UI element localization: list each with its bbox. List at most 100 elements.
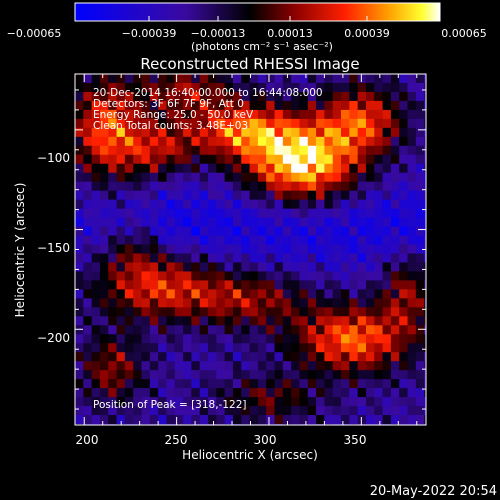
heatmap-cell: [365, 253, 375, 264]
heatmap-cell: [399, 217, 409, 228]
heatmap-cell: [158, 154, 168, 165]
heatmap-cell: [415, 82, 425, 93]
heatmap-cell: [307, 100, 317, 111]
heatmap-cell: [407, 352, 417, 362]
heatmap-cell: [266, 154, 276, 165]
heatmap-cell: [174, 334, 184, 344]
heatmap-cell: [116, 280, 126, 290]
heatmap-cell: [75, 289, 84, 299]
heatmap-cell: [274, 109, 284, 120]
heatmap-cell: [108, 316, 118, 326]
heatmap-cell: [149, 244, 159, 255]
heatmap-cell: [257, 307, 267, 317]
heatmap-cell: [274, 154, 284, 165]
heatmap-cell: [390, 199, 400, 210]
heatmap-cell: [390, 235, 400, 246]
heatmap-cell: [382, 217, 392, 228]
heatmap-cell: [133, 118, 143, 129]
heatmap-cell: [257, 226, 267, 237]
heatmap-cell: [99, 244, 109, 255]
heatmap-cell: [257, 181, 267, 192]
heatmap-cell: [216, 100, 226, 111]
heatmap-cell: [332, 226, 342, 237]
heatmap-cell: [83, 199, 93, 210]
heatmap-cell: [75, 145, 84, 156]
heatmap-cell: [124, 370, 134, 380]
heatmap-cell: [374, 262, 384, 273]
heatmap-cell: [224, 154, 234, 165]
heatmap-cell: [307, 154, 317, 165]
heatmap-cell: [357, 154, 367, 165]
heatmap-cell: [332, 190, 342, 201]
heatmap-cell: [116, 217, 126, 228]
heatmap-cell: [332, 199, 342, 210]
heatmap-cell: [199, 136, 209, 147]
heatmap-cell: [208, 280, 217, 290]
heatmap-cell: [257, 325, 267, 335]
heatmap-cell: [191, 118, 201, 129]
heatmap-cell: [374, 289, 384, 299]
heatmap-cell: [224, 361, 234, 371]
heatmap-cell: [349, 343, 359, 353]
heatmap-cell: [224, 208, 234, 219]
heatmap-cell: [75, 91, 84, 102]
heatmap-cell: [91, 172, 101, 183]
heatmap-cell: [99, 91, 109, 102]
heatmap-cell: [424, 379, 426, 389]
heatmap-cell: [299, 208, 309, 219]
heatmap-cell: [282, 208, 292, 219]
heatmap-cell: [208, 361, 217, 371]
heatmap-cell: [224, 289, 234, 299]
heatmap-cell: [332, 361, 342, 371]
heatmap-cell: [266, 325, 276, 335]
heatmap-cell: [299, 334, 309, 344]
heatmap-cell: [390, 181, 400, 192]
heatmap-cell: [232, 244, 242, 255]
heatmap-cell: [266, 127, 276, 138]
heatmap-cell: [415, 316, 425, 326]
heatmap-cell: [124, 136, 134, 147]
heatmap-cell: [166, 91, 176, 102]
heatmap-cell: [316, 226, 325, 237]
heatmap-cell: [365, 325, 375, 335]
heatmap-cell: [407, 307, 417, 317]
heatmap-cell: [216, 154, 226, 165]
colorbar-units-label: (photons cm⁻² s⁻¹ asec⁻²): [191, 40, 333, 53]
heatmap-cell: [141, 244, 151, 255]
heatmap-cell: [291, 91, 301, 102]
heatmap-cell: [299, 82, 309, 93]
heatmap-cell: [166, 316, 176, 326]
heatmap-cell: [208, 145, 217, 156]
heatmap-cell: [191, 190, 201, 201]
heatmap-cell: [407, 181, 417, 192]
heatmap-cell: [424, 136, 426, 147]
heatmap-cell: [341, 163, 350, 174]
heatmap-cell: [324, 136, 334, 147]
heatmap-cell: [158, 262, 168, 273]
heatmap-cell: [349, 370, 359, 380]
heatmap-cell: [149, 379, 159, 389]
heatmap-cell: [99, 352, 109, 362]
heatmap-cell: [282, 136, 292, 147]
heatmap-cell: [208, 181, 217, 192]
heatmap-cell: [158, 271, 168, 282]
heatmap-cell: [274, 127, 284, 138]
heatmap-cell: [365, 397, 375, 407]
heatmap-cell: [307, 307, 317, 317]
heatmap-cell: [424, 406, 426, 416]
heatmap-cell: [341, 316, 350, 326]
heatmap-cell: [83, 307, 93, 317]
heatmap-cell: [241, 334, 251, 344]
heatmap-cell: [83, 154, 93, 165]
heatmap-cell: [257, 118, 267, 129]
heatmap-cell: [257, 253, 267, 264]
heatmap-cell: [199, 172, 209, 183]
heatmap-cell: [415, 217, 425, 228]
heatmap-cell: [357, 343, 367, 353]
heatmap-cell: [324, 415, 334, 425]
heatmap-cell: [332, 397, 342, 407]
x-axis-label: Heliocentric X (arcsec): [182, 448, 318, 462]
heatmap-cell: [399, 289, 409, 299]
heatmap-cell: [282, 316, 292, 326]
heatmap-cell: [158, 334, 168, 344]
